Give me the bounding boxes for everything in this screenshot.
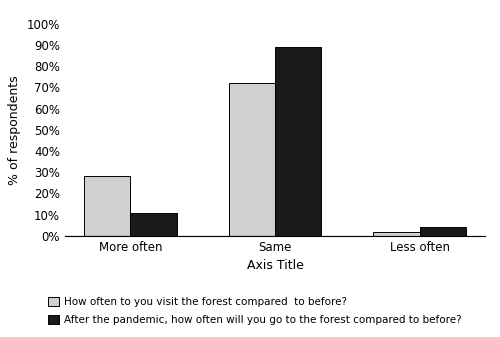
Legend: How often to you visit the forest compared  to before?, After the pandemic, how : How often to you visit the forest compar… bbox=[45, 294, 465, 329]
Bar bbox=[130, 213, 176, 236]
Bar bbox=[84, 177, 130, 236]
X-axis label: Axis Title: Axis Title bbox=[246, 259, 304, 272]
Bar bbox=[420, 227, 466, 236]
Y-axis label: % of respondents: % of respondents bbox=[8, 75, 21, 185]
Bar bbox=[374, 232, 420, 236]
Bar bbox=[275, 47, 322, 236]
Bar bbox=[228, 83, 275, 236]
